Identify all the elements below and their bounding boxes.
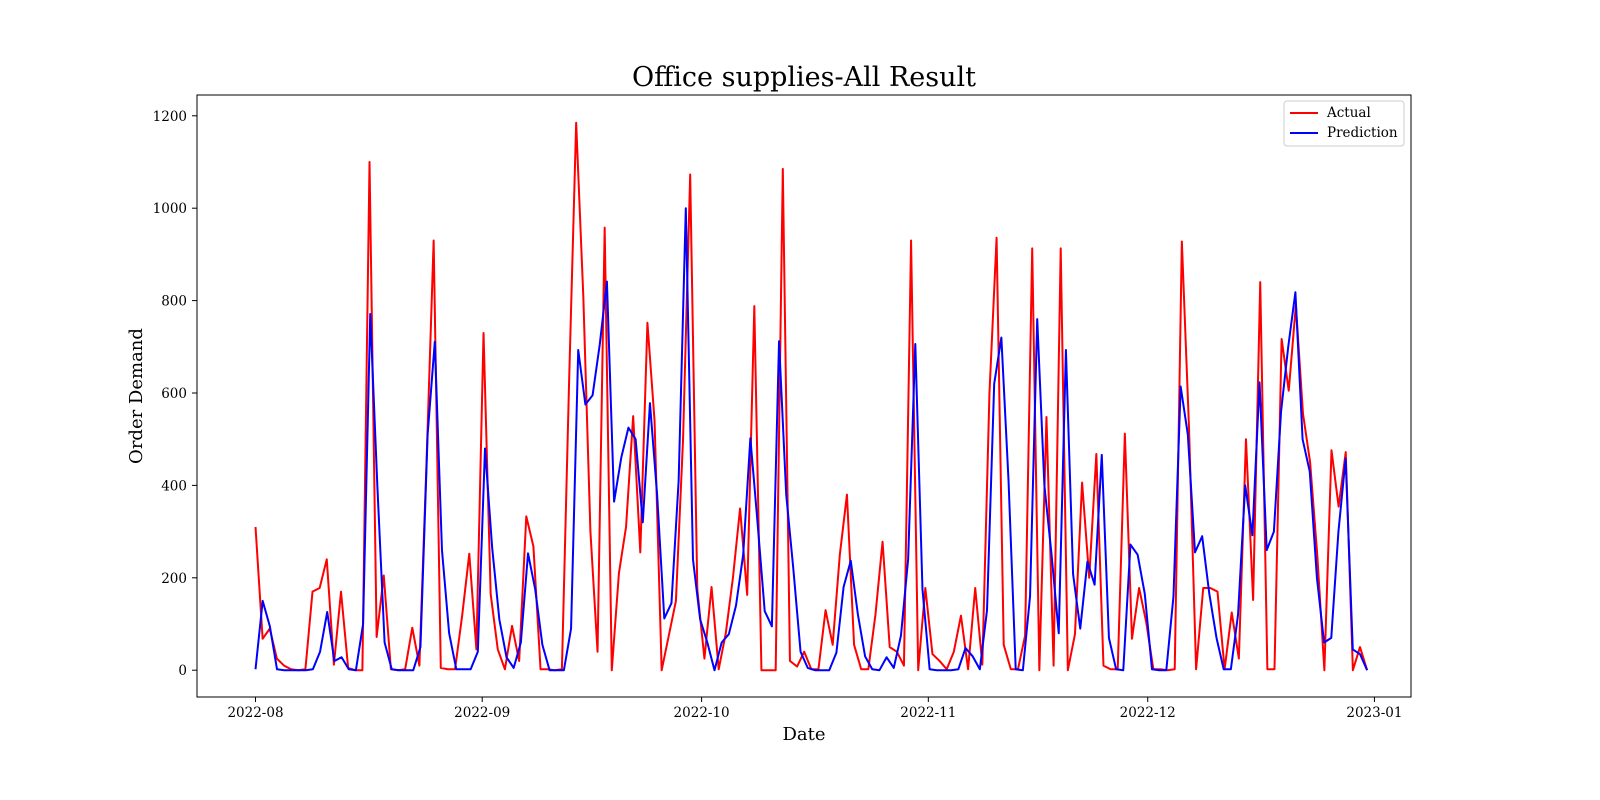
x-tick-label: 2022-08 (227, 705, 283, 721)
y-tick-label: 400 (161, 478, 187, 494)
legend-label-prediction: Prediction (1327, 125, 1398, 141)
plot-frame (196, 94, 1412, 698)
x-tick-label: 2022-11 (900, 705, 956, 721)
x-axis-label: Date (782, 724, 825, 745)
series-layer (254, 121, 1369, 672)
y-axis-label: Order Demand (126, 328, 147, 464)
legend-label-actual: Actual (1326, 105, 1371, 121)
y-tick-label: 200 (161, 571, 187, 587)
x-tick-label: 2022-10 (674, 705, 730, 721)
x-tick-label: 2022-09 (454, 705, 510, 721)
y-tick-label: 0 (178, 663, 187, 679)
y-tick-label: 1000 (153, 201, 187, 217)
y-tick-label: 600 (161, 386, 187, 402)
series-line-prediction (254, 207, 1369, 672)
y-tick-label: 800 (161, 294, 187, 310)
x-tick-label: 2023-01 (1346, 705, 1402, 721)
x-tick-label: 2022-12 (1120, 705, 1176, 721)
y-axis-ticks: 0 200 400 600 800 1000 1200 (153, 109, 197, 679)
chart-title: Office supplies-All Result (632, 62, 976, 93)
legend: Actual Prediction (1283, 100, 1405, 147)
plot-area (196, 94, 1412, 698)
x-axis-ticks: 2022-08 2022-09 2022-10 2022-11 2022-12 2023-… (227, 697, 1402, 721)
y-tick-label: 1200 (153, 109, 187, 125)
